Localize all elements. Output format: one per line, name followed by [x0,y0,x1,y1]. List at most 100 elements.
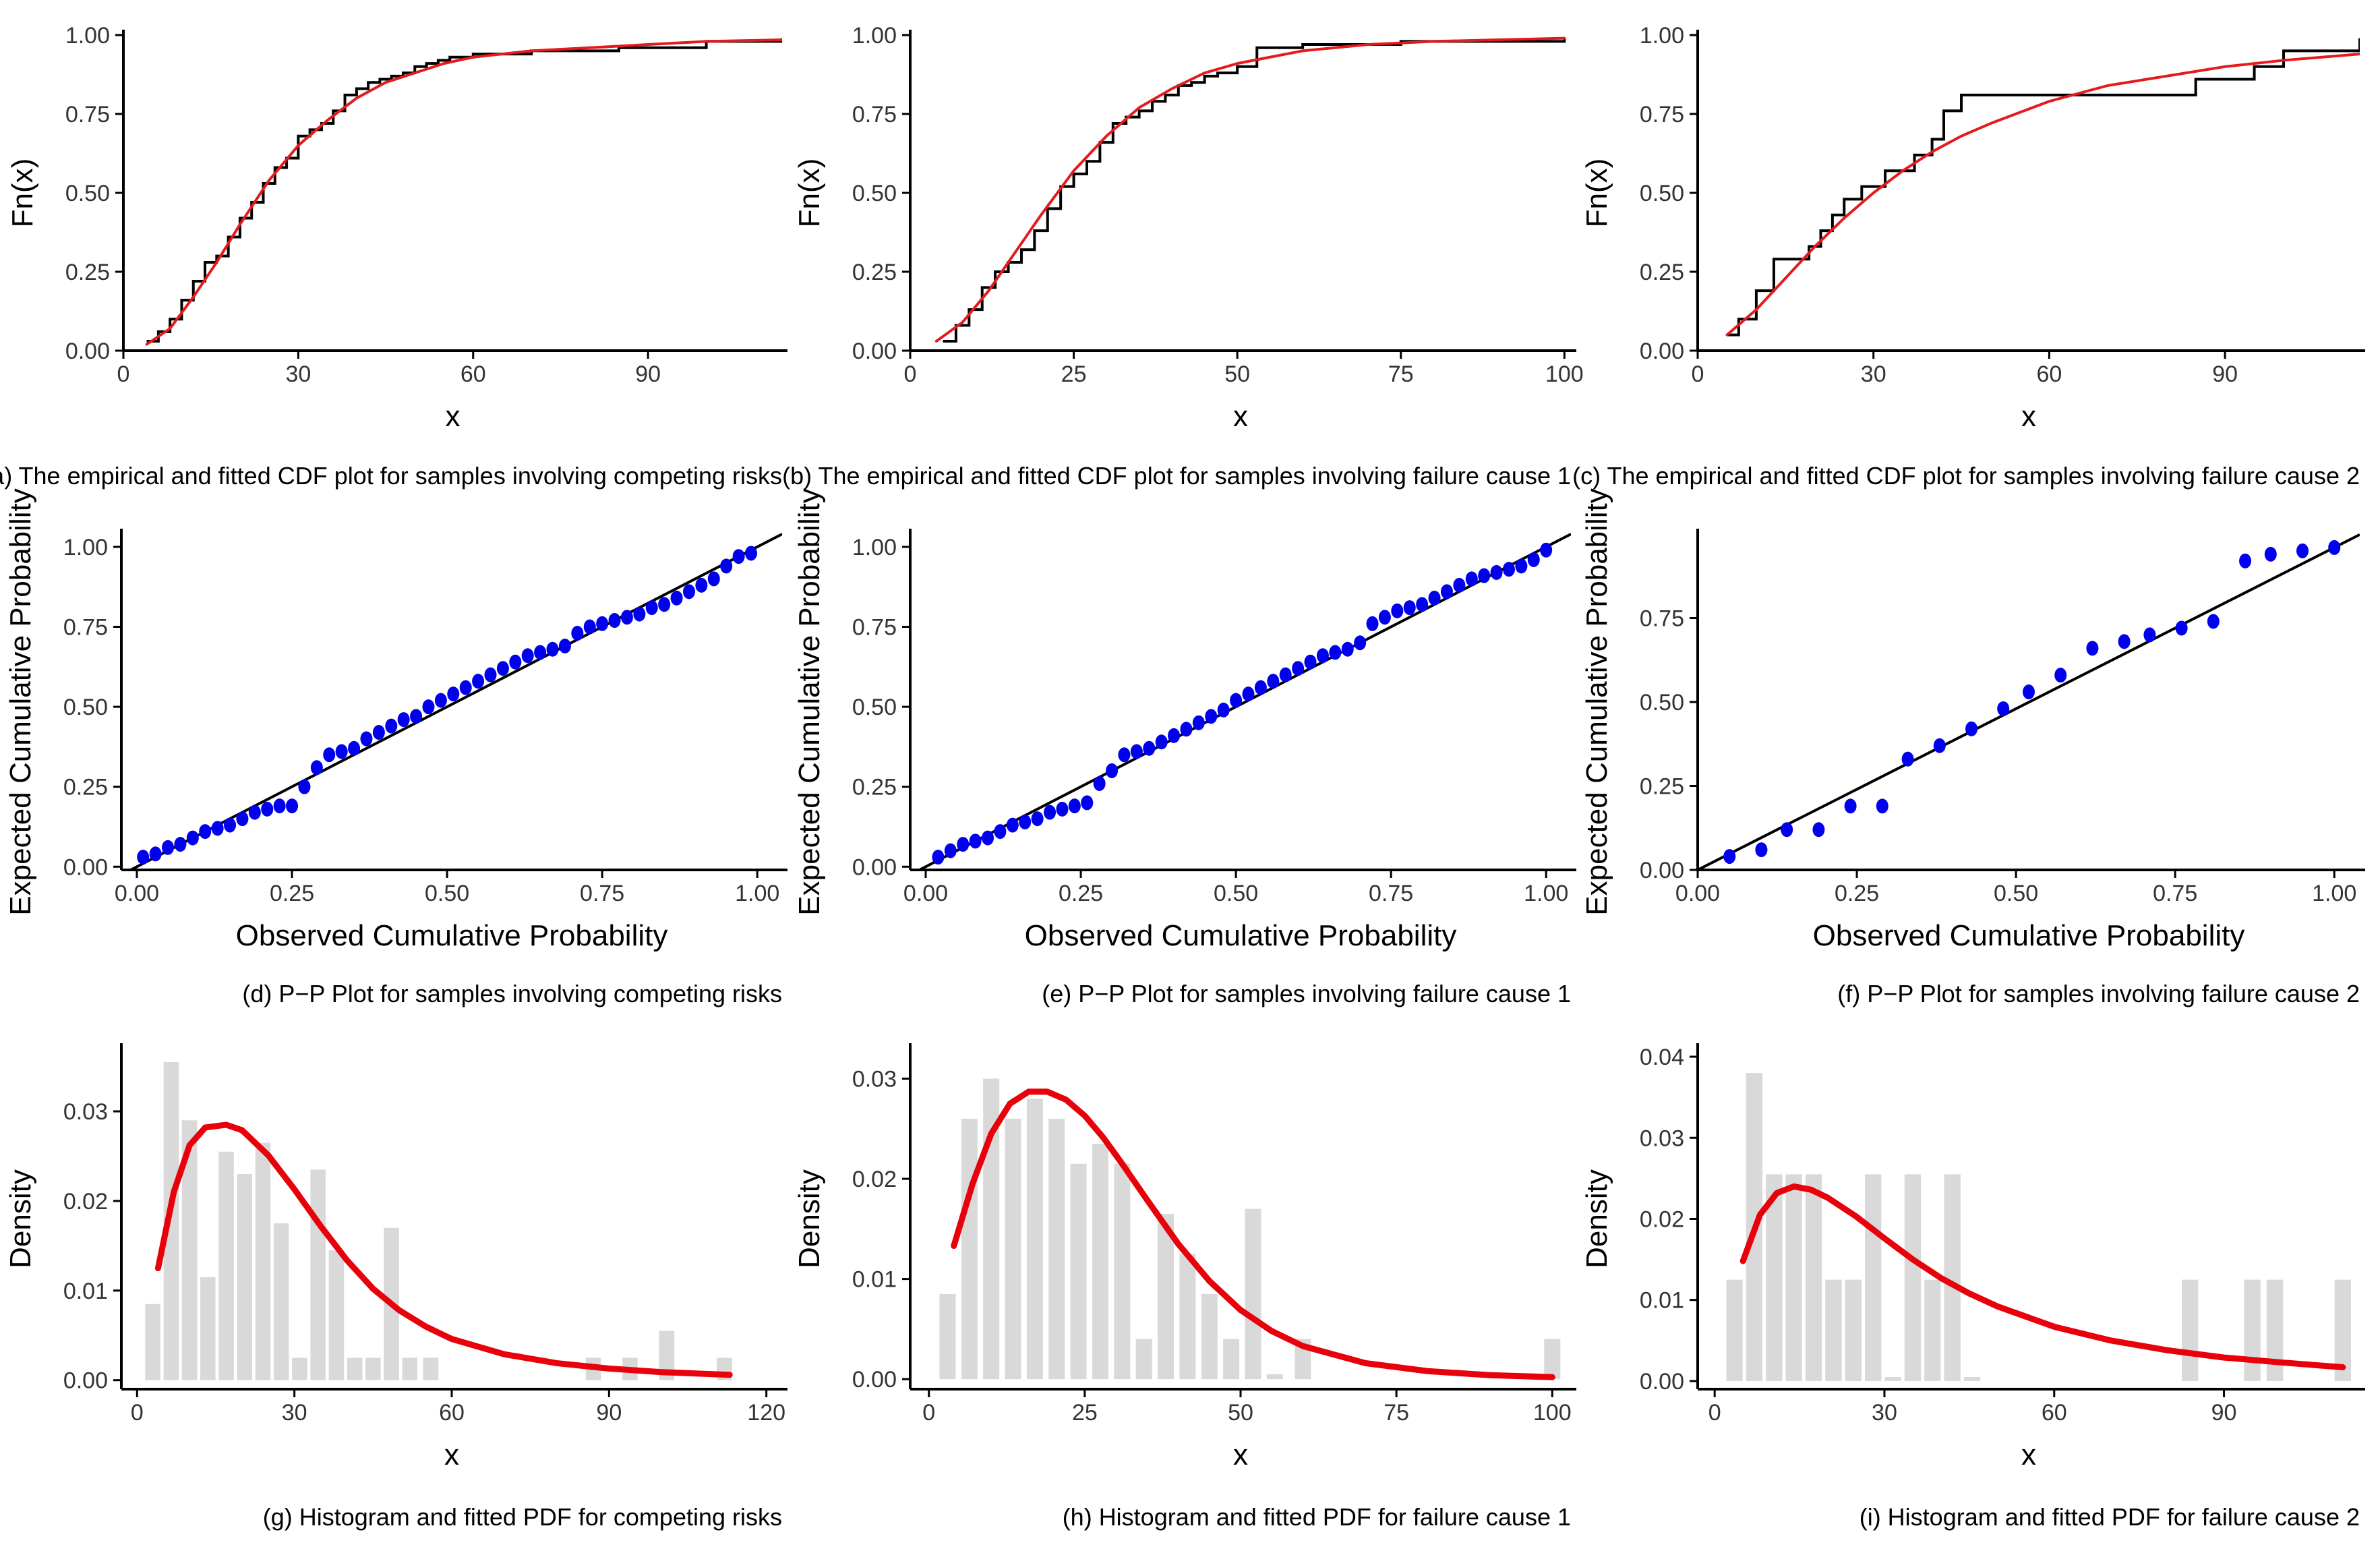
empirical-cdf-step [1727,38,2360,336]
pp-point [385,718,398,734]
y-tick-label: 0.02 [63,1189,108,1215]
histogram-bar [273,1223,289,1380]
x-axis-title: x [2021,400,2036,433]
y-tick-label: 0.03 [852,1067,897,1092]
x-axis-title: Observed Cumulative Probability [236,919,668,952]
pp-point [558,639,571,653]
pp-point [1143,740,1156,756]
histogram-bar [1924,1279,1941,1381]
pp-point [1031,811,1044,827]
pp-point [1168,728,1181,743]
x-tick-label: 90 [2211,1400,2237,1426]
pp-point [224,817,237,833]
panel-caption: (a) The empirical and fitted CDF plot fo… [0,462,782,490]
panel-caption: (h) Histogram and fitted PDF for failure… [1063,1503,1571,1531]
panel-caption: (d) P−P Plot for samples involving compe… [242,980,782,1007]
pp-point [720,558,733,574]
fitted-cdf-curve [145,38,782,346]
pp-point [707,571,720,587]
pp-point [2264,546,2277,562]
pp-point [248,804,261,820]
histogram-bar [1158,1214,1174,1380]
x-tick-label: 60 [2042,1400,2067,1426]
pp-point [149,846,162,862]
x-tick-label: 100 [1545,361,1584,387]
pp-point [1490,564,1503,580]
histogram-bar [1785,1174,1802,1381]
pp-point [1254,680,1267,695]
pp-point [1527,552,1540,567]
x-tick-label: 0.75 [1369,881,1413,906]
histogram-bar [1726,1279,1743,1381]
pp-point [994,824,1007,840]
pp-point [1267,674,1280,689]
pp-point [1453,577,1466,593]
y-tick-label: 0.75 [852,615,897,641]
pp-point [682,584,695,599]
x-axis-title: Observed Cumulative Probability [1813,919,2245,952]
histogram-bar [1005,1118,1021,1380]
panel-caption: (g) Histogram and fitted PDF for competi… [263,1503,782,1531]
plot-area [916,533,1571,870]
pp-point [1391,603,1404,618]
pp-point [1997,701,2010,716]
histogram-bar [255,1142,271,1380]
histogram-bar [2244,1279,2261,1381]
pp-point [1403,600,1416,616]
y-tick-label: 0.50 [63,695,108,720]
histogram-bar [1825,1279,1842,1381]
y-tick-label: 0.00 [852,1367,897,1393]
pp-point [1155,734,1168,750]
histogram-bar [1766,1174,1783,1381]
pp-point [397,712,410,728]
pp-point [1440,584,1453,599]
histogram-bar [310,1169,326,1380]
pp-point [2328,539,2341,555]
histogram-bar [145,1304,160,1380]
fitted-pdf-curve [951,1088,1555,1380]
fitted-cdf-curve [1725,53,2360,336]
pp-point [1230,693,1243,708]
pp-point [1416,597,1429,612]
pp-point [1502,562,1515,577]
pp-point [360,731,373,747]
pp-point [1341,641,1354,657]
pp-point [348,740,361,756]
histogram-bar [1904,1174,1922,1381]
reference-line [127,533,782,870]
histogram-bar [1201,1293,1218,1380]
histogram-bar [1266,1374,1283,1380]
pp-point [1540,542,1553,558]
histogram-bar [402,1357,418,1380]
y-tick-label: 0.02 [1640,1207,1684,1233]
pp-point [1081,795,1094,811]
pp-point [2118,634,2131,649]
pp-point [484,667,497,682]
pp-point [732,549,745,564]
y-tick-label: 0.25 [1640,774,1684,800]
pp-point [1428,590,1441,606]
x-tick-label: 120 [747,1400,785,1426]
histogram-bar [1092,1144,1108,1380]
y-tick-label: 0.00 [1640,1369,1684,1395]
histogram-bar [1114,1163,1131,1380]
x-tick-label: 0.25 [1059,881,1103,906]
histogram-bar [200,1277,216,1380]
y-axis-title: Expected Cumulative Probability [1580,488,1613,915]
y-tick-label: 0.00 [852,854,897,880]
histogram-bar [1135,1339,1152,1380]
panel-caption: (i) Histogram and fitted PDF for failure… [1860,1503,2360,1531]
y-tick-label: 0.25 [63,775,108,800]
pp-point [596,616,609,631]
x-tick-label: 30 [1861,361,1886,387]
histogram-bar [2266,1279,2284,1381]
y-tick-label: 0.00 [63,854,108,880]
panel-d: 0.00 0.25 0.50 0.75 1.00 0.00 0.25 0.50 0.75 1.00… [4,488,787,1007]
pp-point [620,610,633,625]
y-tick-label: 0.75 [63,615,108,641]
y-axis-title: Density [1580,1169,1613,1268]
plot-area [934,36,1566,343]
pp-point [509,654,522,670]
